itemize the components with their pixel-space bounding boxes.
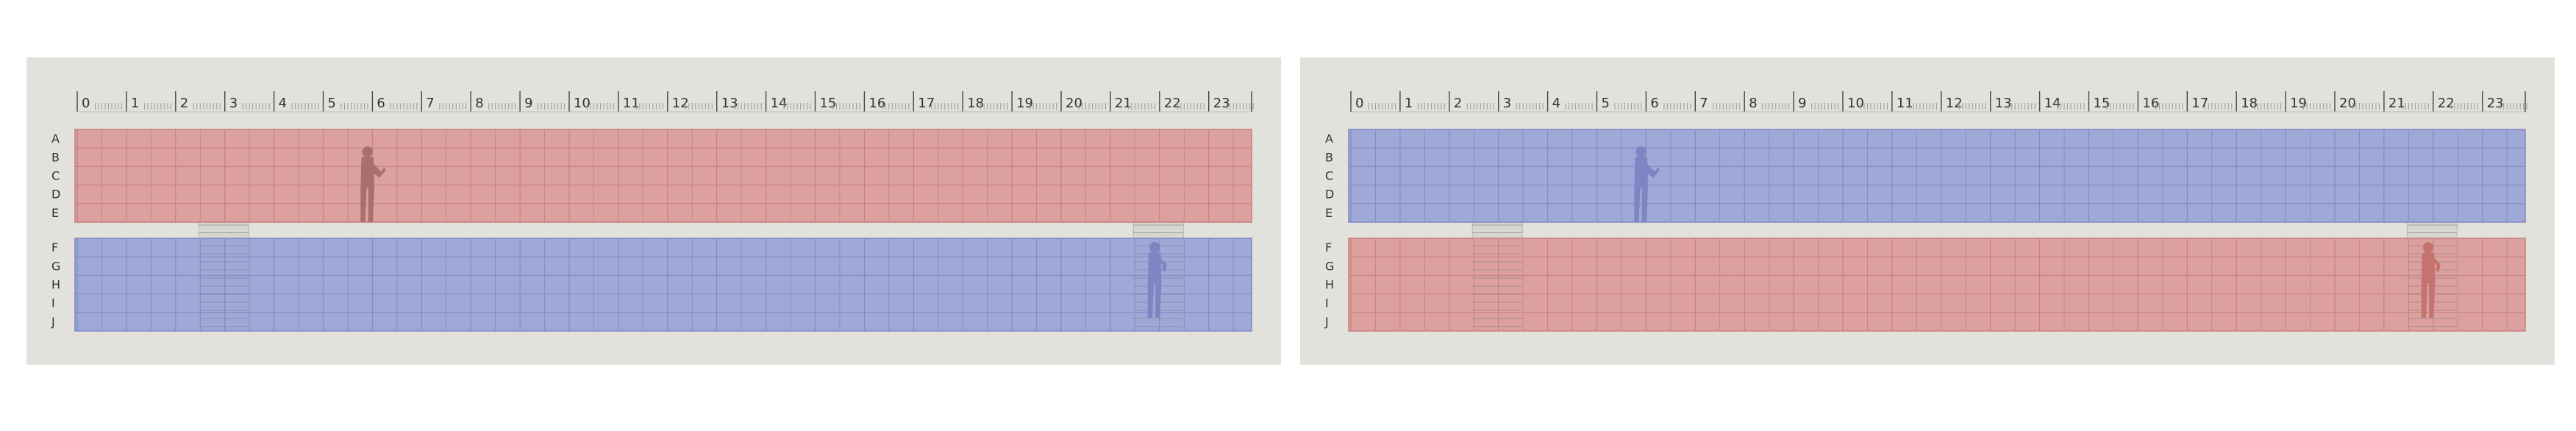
lower-block-left-fill bbox=[74, 238, 1252, 332]
ruler-label-0: 0 bbox=[1355, 96, 1363, 111]
ruler-label-17: 17 bbox=[918, 96, 935, 111]
row-label-H: H bbox=[1325, 278, 1334, 292]
row-label-B: B bbox=[51, 150, 60, 164]
ruler-label-9: 9 bbox=[1798, 96, 1806, 111]
lower-block-right bbox=[1348, 238, 2526, 332]
ruler-label-23: 23 bbox=[1213, 96, 1230, 111]
ruler-label-1: 1 bbox=[1405, 96, 1413, 111]
ruler-label-22: 22 bbox=[1164, 96, 1181, 111]
ruler-label-8: 8 bbox=[475, 96, 483, 111]
row-label-F: F bbox=[51, 241, 58, 254]
ruler-label-6: 6 bbox=[377, 96, 385, 111]
row-label-D: D bbox=[1325, 188, 1334, 202]
row-label-A: A bbox=[51, 132, 60, 146]
ruler-label-18: 18 bbox=[967, 96, 984, 111]
person-standing-icon bbox=[2421, 242, 2441, 318]
row-label-F: F bbox=[1325, 241, 1332, 254]
upper-block-left-fill bbox=[74, 129, 1252, 223]
ruler-label-9: 9 bbox=[524, 96, 532, 111]
lower-block-left bbox=[74, 238, 1252, 332]
row-label-I: I bbox=[51, 296, 55, 310]
row-label-J: J bbox=[1324, 315, 1329, 329]
ruler-label-7: 7 bbox=[1699, 96, 1708, 111]
ruler-label-7: 7 bbox=[426, 96, 434, 111]
row-label-B: B bbox=[1325, 150, 1333, 164]
ruler-label-21: 21 bbox=[1115, 96, 1132, 111]
ruler-label-19: 19 bbox=[1016, 96, 1033, 111]
ruler-label-13: 13 bbox=[721, 96, 738, 111]
ruler-label-11: 11 bbox=[1897, 96, 1913, 111]
ruler-label-17: 17 bbox=[2191, 96, 2208, 111]
upper-block-right bbox=[1348, 129, 2526, 223]
ruler-label-12: 12 bbox=[672, 96, 689, 111]
ruler-label-14: 14 bbox=[771, 96, 788, 111]
ruler-label-3: 3 bbox=[1503, 96, 1511, 111]
ruler-label-20: 20 bbox=[2339, 96, 2356, 111]
stairwell-right-1-landing bbox=[1471, 221, 1523, 239]
ruler-label-22: 22 bbox=[2438, 96, 2455, 111]
upper-block-left bbox=[74, 129, 1252, 223]
upper-block-right-fill bbox=[1348, 129, 2526, 223]
ruler-label-13: 13 bbox=[1995, 96, 2012, 111]
row-label-C: C bbox=[51, 169, 60, 183]
ruler-label-1: 1 bbox=[131, 96, 139, 111]
ruler-label-6: 6 bbox=[1650, 96, 1658, 111]
ruler-label-10: 10 bbox=[1847, 96, 1864, 111]
person-reading-icon bbox=[1634, 146, 1660, 222]
row-label-H: H bbox=[51, 278, 60, 292]
row-label-C: C bbox=[1325, 169, 1333, 183]
ruler-label-15: 15 bbox=[2094, 96, 2111, 111]
elevation-panel-right: 0 1 2 3 4 5 6 7 8 9 10 11 12 13 14 15 16 17 18 19 20 21 22 23 A B… bbox=[1300, 57, 2555, 365]
ruler-label-10: 10 bbox=[574, 96, 591, 111]
elevation-diagram-left: 0 1 2 3 4 5 6 7 8 9 10 11 12 13 14 15 16 17 18 19 20 21 22 23AB… bbox=[51, 91, 1254, 332]
ruler-label-21: 21 bbox=[2388, 96, 2405, 111]
row-label-E: E bbox=[1325, 206, 1332, 220]
row-label-I: I bbox=[1325, 296, 1329, 310]
stairwell-left-1-landing bbox=[198, 221, 249, 239]
stairwell-left-2-landing bbox=[1132, 221, 1184, 239]
row-label-D: D bbox=[51, 188, 60, 202]
ruler-label-11: 11 bbox=[623, 96, 640, 111]
ruler-label-3: 3 bbox=[229, 96, 238, 111]
ruler-label-19: 19 bbox=[2290, 96, 2307, 111]
ruler-label-5: 5 bbox=[1602, 96, 1610, 111]
hour-ruler-left: 0 1 2 3 4 5 6 7 8 9 10 11 12 13 14 15 16 17 18 19 20 21 22 23 bbox=[76, 91, 1254, 113]
elevation-diagram-right: 0 1 2 3 4 5 6 7 8 9 10 11 12 13 14 15 16 17 18 19 20 21 22 23AB… bbox=[1324, 91, 2527, 332]
ruler-label-23: 23 bbox=[2487, 96, 2504, 111]
lower-block-right-fill bbox=[1348, 238, 2526, 332]
ruler-label-4: 4 bbox=[279, 96, 287, 111]
ruler-label-15: 15 bbox=[820, 96, 837, 111]
ruler-label-0: 0 bbox=[82, 96, 90, 111]
ruler-label-5: 5 bbox=[328, 96, 336, 111]
row-label-G: G bbox=[1325, 259, 1334, 273]
row-label-J: J bbox=[51, 315, 55, 329]
person-reading-icon bbox=[360, 146, 386, 222]
ruler-label-2: 2 bbox=[180, 96, 188, 111]
stairwell-right-2-landing bbox=[2406, 221, 2458, 239]
person-standing-icon bbox=[1147, 242, 1167, 318]
ruler-label-14: 14 bbox=[2044, 96, 2061, 111]
ruler-label-4: 4 bbox=[1552, 96, 1560, 111]
hour-ruler-right: 0 1 2 3 4 5 6 7 8 9 10 11 12 13 14 15 16 17 18 19 20 21 22 23 bbox=[1350, 91, 2527, 113]
row-label-A: A bbox=[1325, 132, 1333, 146]
ruler-label-12: 12 bbox=[1946, 96, 1963, 111]
ruler-label-16: 16 bbox=[2142, 96, 2159, 111]
row-label-G: G bbox=[51, 259, 60, 273]
ruler-label-16: 16 bbox=[868, 96, 885, 111]
row-label-E: E bbox=[51, 206, 59, 220]
ruler-label-20: 20 bbox=[1066, 96, 1082, 111]
ruler-label-8: 8 bbox=[1749, 96, 1757, 111]
ruler-label-2: 2 bbox=[1454, 96, 1462, 111]
elevation-panel-left: 0 1 2 3 4 5 6 7 8 9 10 11 12 13 14 15 16 17 18 19 20 21 22 23 A B… bbox=[26, 57, 1281, 365]
ruler-label-18: 18 bbox=[2241, 96, 2258, 111]
